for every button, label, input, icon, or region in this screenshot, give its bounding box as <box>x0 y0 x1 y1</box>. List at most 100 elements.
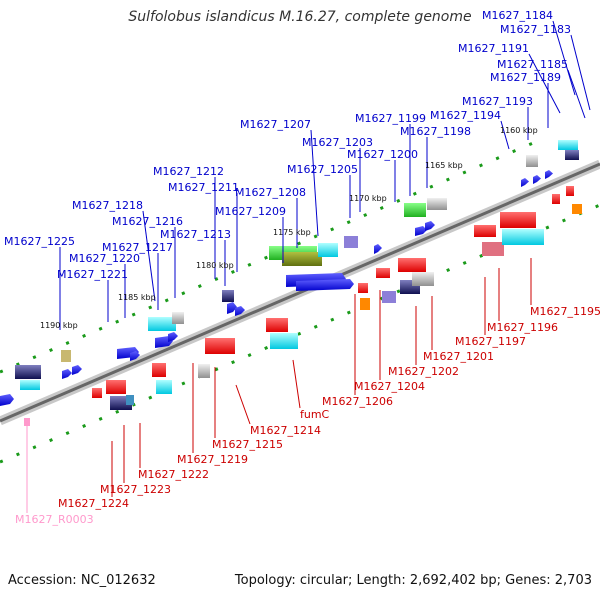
scale-labels: 1160 kbp 1165 kbp 1170 kbp 1175 kbp 1180 kbp… <box>40 126 538 330</box>
gene-minus-label-m1627-1224: M1627_1224 <box>58 497 129 510</box>
gene-feature-box-34 <box>106 380 126 394</box>
gene-minus-leader-fumc <box>292 359 301 409</box>
gene-feature-box-32 <box>156 380 172 394</box>
gene-plus-label-m1627-1209: M1627_1209 <box>215 205 286 218</box>
genome-backbone-line <box>0 162 600 423</box>
gene-plus-leader-m1627-1194 <box>500 120 510 150</box>
gene-rna-label-m1627-r0003: M1627_R0003 <box>15 513 94 526</box>
gene-feature-box-19 <box>502 229 544 245</box>
gene-plus-label-m1627-1211: M1627_1211 <box>168 181 239 194</box>
gene-minus-label-m1627-1219: M1627_1219 <box>177 453 248 466</box>
gene-plus-label-m1627-1194: M1627_1194 <box>430 109 501 122</box>
gene-minus-label-m1627-1202: M1627_1202 <box>388 365 459 378</box>
gene-plus-label-m1627-1208: M1627_1208 <box>235 186 306 199</box>
scale-label-1175-kbp: 1175 kbp <box>273 228 311 237</box>
gene-minus-label-m1627-1206: M1627_1206 <box>322 395 393 408</box>
gene-plus-label-m1627-1213: M1627_1213 <box>160 228 231 241</box>
gene-feature-box-23 <box>412 272 434 286</box>
scale-label-1165-kbp: 1165 kbp <box>425 161 463 170</box>
gene-minus-label-m1627-1204: M1627_1204 <box>354 380 425 393</box>
gene-feature-box-16 <box>474 225 496 237</box>
gene-feature-box-25 <box>358 283 368 293</box>
gene-feature-plus-9 <box>227 302 237 314</box>
gene-minus-label-m1627-1222: M1627_1222 <box>138 468 209 481</box>
scale-label-1170-kbp: 1170 kbp <box>349 194 387 203</box>
gene-feature-plus-5 <box>425 221 435 231</box>
gene-feature-box-15 <box>565 150 579 160</box>
gene-plus-label-m1627-1183: M1627_1183 <box>500 23 571 36</box>
gene-plus-leader-m1627-1184 <box>552 20 576 96</box>
gene-plus-label-m1627-1199: M1627_1199 <box>355 112 426 125</box>
map-title: Sulfolobus islandicus M.16.27, complete … <box>128 9 472 25</box>
scale-label-1180-kbp: 1180 kbp <box>196 261 234 270</box>
gene-plus-label-m1627-1193: M1627_1193 <box>462 95 533 108</box>
gene-feature-box-29 <box>205 338 235 354</box>
gene-plus-label-m1627-1203: M1627_1203 <box>302 136 373 149</box>
accession-text: Accession: NC_012632 <box>8 573 156 588</box>
gene-plus-label-m1627-1218: M1627_1218 <box>72 199 143 212</box>
gene-minus-label-m1627-1196: M1627_1196 <box>487 321 558 334</box>
gene-feature-box-36 <box>126 395 134 405</box>
gene-feature-box-13 <box>20 380 40 390</box>
gene-plus-leader-m1627-1191 <box>528 53 561 114</box>
gene-feature-box-31 <box>152 363 166 377</box>
gene-minus-label-m1627-1223: M1627_1223 <box>100 483 171 496</box>
gene-plus-label-m1627-1191: M1627_1191 <box>458 42 529 55</box>
gene-plus-label-m1627-1189: M1627_1189 <box>490 71 561 84</box>
gene-plus-label-m1627-1184: M1627_1184 <box>482 9 553 22</box>
gene-feature-plus-17 <box>0 394 14 406</box>
gene-feature-box-37 <box>566 186 574 196</box>
gene-plus-leader-m1627-1207 <box>310 129 319 237</box>
gene-feature-box-27 <box>266 318 288 332</box>
gene-feature-box-8 <box>222 290 234 302</box>
gene-feature-box-12 <box>61 350 71 362</box>
scale-label-1190-kbp: 1190 kbp <box>40 321 78 330</box>
gene-plus-label-m1627-1216: M1627_1216 <box>112 215 183 228</box>
gene-plus-label-m1627-1185: M1627_1185 <box>497 58 568 71</box>
gene-plus-label-m1627-1205: M1627_1205 <box>287 163 358 176</box>
gene-feature-box-3 <box>427 198 447 210</box>
gene-feature-box-26 <box>360 298 370 310</box>
gene-feature-box-6 <box>318 243 338 257</box>
gene-feature-plus-6 <box>374 244 382 254</box>
gene-feature-box-7 <box>344 236 358 248</box>
gene-plus-label-m1627-1207: M1627_1207 <box>240 118 311 131</box>
gene-plus-label-m1627-1198: M1627_1198 <box>400 125 471 138</box>
gene-feature-box-5 <box>282 252 322 266</box>
gene-plus-label-m1627-1212: M1627_1212 <box>153 165 224 178</box>
gene-feature-box-9 <box>148 317 176 331</box>
gene-feature-plus-16 <box>72 365 82 375</box>
gene-feature-box-33 <box>92 388 102 398</box>
gene-minus-label-m1627-1214: M1627_1214 <box>250 424 321 437</box>
topology-summary: Topology: circular; Length: 2,692,402 bp… <box>234 573 592 588</box>
gene-plus-label-m1627-1221: M1627_1221 <box>57 268 128 281</box>
scale-label-1185-kbp: 1185 kbp <box>118 293 156 302</box>
gene-feature-box-21 <box>376 268 390 278</box>
gene-plus-label-m1627-1217: M1627_1217 <box>102 241 173 254</box>
gene-plus-leader-m1627-1185 <box>567 69 586 119</box>
gene-plus-leader-m1627-1183 <box>570 34 591 111</box>
gene-plus-label-m1627-1220: M1627_1220 <box>69 252 140 265</box>
gene-feature-box-11 <box>15 365 41 379</box>
gene-feature-box-18 <box>482 242 504 256</box>
gene-feature-box-38 <box>552 194 560 204</box>
gene-feature-plus-15 <box>62 369 72 379</box>
gene-feature-box-10 <box>172 312 184 324</box>
gene-feature-plus-14 <box>168 332 178 342</box>
gene-feature-box-1 <box>558 140 578 150</box>
gene-feature-plus-4 <box>415 226 427 236</box>
gene-feature-box-14 <box>526 155 538 167</box>
gene-feature-plus-1 <box>521 178 529 187</box>
gene-feature-plus-2 <box>533 175 541 184</box>
gene-minus-leader-m1627-1214 <box>235 384 251 425</box>
gene-minus-label-m1627-1215: M1627_1215 <box>212 438 283 451</box>
gene-minus-label-fumc: fumC <box>300 408 330 421</box>
gene-minus-label-m1627-1197: M1627_1197 <box>455 335 526 348</box>
gene-feature-plus-3 <box>545 170 553 179</box>
gene-feature-plus-8 <box>296 279 354 291</box>
gene-feature-plus-12 <box>130 351 140 361</box>
gene-feature-box-24 <box>382 291 396 303</box>
gene-feature-box-30 <box>198 364 210 378</box>
